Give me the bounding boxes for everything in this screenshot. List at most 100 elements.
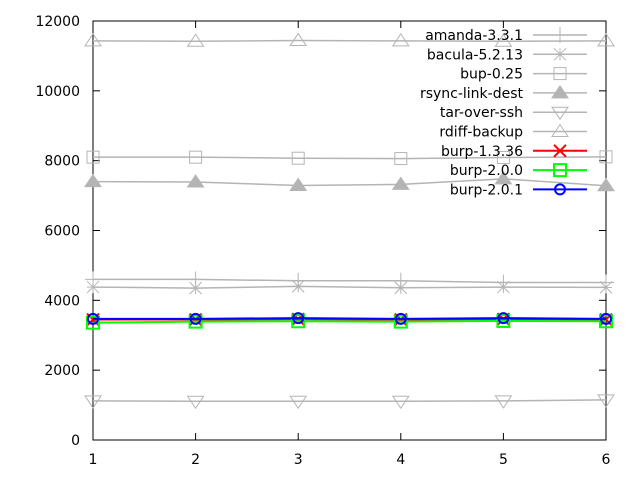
legend-marker (552, 27, 568, 43)
data-point (496, 313, 511, 328)
x-tick-label: 5 (499, 452, 508, 468)
x-tick-label: 3 (294, 452, 303, 468)
data-point (186, 33, 205, 47)
data-point (87, 312, 99, 325)
legend-item: burp-2.0.1 (450, 182, 587, 198)
y-tick-label: 6000 (44, 224, 80, 240)
data-point (86, 150, 100, 164)
legend-label: burp-1.3.36 (441, 144, 523, 160)
data-point (599, 314, 613, 329)
legend-item: burp-1.3.36 (441, 144, 587, 160)
legend-marker (553, 163, 567, 178)
data-point (84, 173, 102, 188)
legend-item: amanda-3.3.1 (425, 27, 587, 44)
x-tick-label: 6 (602, 452, 611, 468)
series-line (93, 278, 606, 284)
legend-label: amanda-3.3.1 (425, 28, 523, 44)
x-tick-label: 4 (396, 452, 405, 468)
legend-marker (551, 123, 569, 137)
data-point (186, 395, 205, 410)
legend-label: rdiff-backup (439, 125, 523, 141)
data-point (86, 280, 100, 294)
data-point (189, 150, 203, 164)
data-point (494, 170, 513, 185)
data-point (289, 177, 308, 191)
axis-ticks: 0 2000 4000 6000 8000 10000 12000 1 2 3 4 5 6 (35, 14, 610, 468)
data-point (600, 312, 612, 325)
series-layer (84, 32, 615, 410)
series-line (93, 317, 607, 320)
series-bacula-5.2.13 (86, 280, 613, 295)
series-line (92, 178, 607, 187)
legend-label: burp-2.0.1 (450, 182, 523, 198)
legend-item: burp-2.0.0 (450, 163, 587, 179)
data-point (186, 174, 205, 188)
data-point (391, 33, 410, 47)
y-tick-label: 4000 (44, 293, 80, 309)
data-point (391, 395, 410, 410)
data-point (292, 312, 305, 325)
series-line (92, 319, 607, 324)
data-point (291, 280, 305, 293)
y-tick-label: 8000 (44, 154, 80, 170)
data-point (86, 315, 100, 330)
data-point (599, 150, 613, 164)
series-line (92, 285, 607, 289)
data-point (497, 280, 510, 294)
data-point (497, 312, 510, 325)
series-line (92, 39, 607, 43)
data-point (189, 281, 202, 295)
legend-marker (553, 67, 567, 81)
data-point (394, 152, 408, 166)
data-point (597, 394, 615, 408)
data-point (599, 281, 613, 294)
legend-marker (553, 47, 567, 61)
series-bup-0.25 (86, 150, 613, 166)
legend-label: burp-2.0.0 (450, 163, 523, 179)
y-tick-label: 10000 (35, 84, 80, 100)
legend-item: rdiff-backup (439, 123, 587, 141)
data-point (84, 395, 102, 409)
legend-item: tar-over-ssh (440, 105, 587, 121)
legend-item: rsync-link-dest (420, 84, 587, 102)
data-point (393, 314, 408, 329)
data-point (494, 33, 513, 47)
data-point (394, 281, 408, 295)
legend-label: bacula-5.2.13 (427, 47, 523, 63)
data-point (84, 33, 102, 47)
data-point (188, 314, 203, 329)
data-point (291, 151, 305, 165)
legend-label: tar-over-ssh (440, 105, 523, 121)
data-point (496, 151, 510, 165)
legend-label: rsync-link-dest (420, 86, 524, 102)
legend: amanda-3.3.1 bacula-5.2.13 bup-0.25 rsync-l… (420, 27, 587, 198)
legend-marker (553, 144, 567, 158)
y-tick-label: 2000 (44, 363, 80, 379)
data-point (494, 395, 513, 409)
data-point (597, 177, 615, 192)
data-point (597, 33, 615, 47)
legend-item: bup-0.25 (460, 67, 587, 83)
legend-label: bup-0.25 (460, 67, 523, 83)
series-rdiff-backup (84, 32, 615, 47)
legend-marker (554, 183, 566, 196)
series-burp-2.0.1 (87, 312, 612, 325)
data-point (394, 312, 407, 325)
series-line (92, 399, 607, 402)
legend-marker (551, 106, 569, 121)
data-point (189, 312, 202, 325)
data-point (289, 32, 308, 47)
data-point (291, 314, 306, 329)
series-rsync-link-dest (84, 170, 615, 192)
series-burp-2.0.0 (86, 313, 613, 330)
plot-frame (92, 20, 607, 441)
series-line (93, 156, 607, 160)
series-tar-over-ssh (84, 394, 615, 410)
y-tick-label: 12000 (35, 14, 80, 30)
data-point (289, 395, 308, 410)
x-tick-label: 1 (89, 452, 98, 468)
legend-marker (551, 84, 569, 99)
y-tick-label: 0 (71, 433, 80, 449)
legend-item: bacula-5.2.13 (427, 47, 587, 63)
